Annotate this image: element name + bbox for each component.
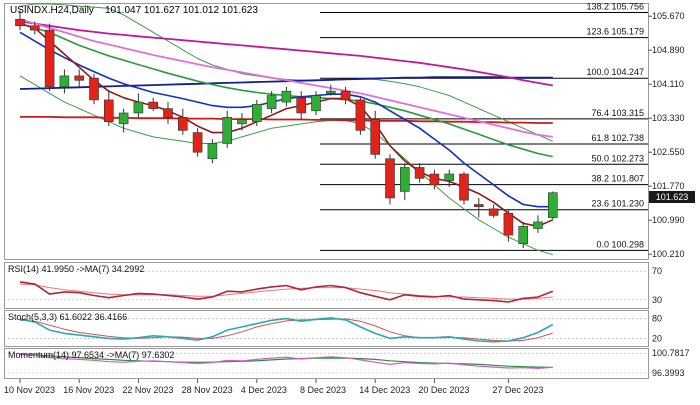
- candle-up: [207, 143, 218, 160]
- candle-down: [178, 117, 188, 131]
- price-tick-label: 103.330: [652, 113, 685, 123]
- fib-level-label: 38.2 101.807: [591, 174, 644, 184]
- price-tick-label: 104.890: [652, 45, 685, 55]
- candle-up: [266, 95, 277, 109]
- momentum-title: Momentum(14) 97.6534 ->MA(7) 97.6302: [8, 350, 174, 360]
- chart-symbol: USINDX.H24,Daily: [10, 5, 94, 16]
- fib-level-label: 0.0 100.298: [596, 239, 644, 249]
- candle-down: [192, 132, 203, 153]
- momentum-line: [19, 353, 553, 369]
- date-tick-label: 14 Dec 2023: [359, 385, 410, 395]
- stoch-d-line: [19, 318, 553, 342]
- date-tick-label: 27 Dec 2023: [492, 385, 543, 395]
- momentum-pane: [4, 348, 649, 379]
- date-tick-label: 22 Nov 2023: [122, 385, 173, 395]
- candle-down: [370, 119, 381, 155]
- fib-level-label: 100.0 104.247: [586, 67, 644, 77]
- chart-ohlc: 101.047 101.627 101.012 101.623: [105, 5, 258, 16]
- candle-up: [311, 95, 321, 112]
- date-tick-label: 4 Dec 2023: [241, 385, 287, 395]
- candle-down: [459, 173, 469, 201]
- candle-down: [296, 97, 307, 114]
- candle-up: [533, 221, 543, 229]
- candle-up: [325, 90, 336, 94]
- candle-down: [29, 25, 40, 31]
- price-tick-label: 100.210: [652, 249, 685, 259]
- candle-down: [473, 204, 484, 207]
- candle-down: [104, 99, 114, 122]
- fib-level-label: 23.6 101.230: [591, 199, 644, 209]
- momentum-level-label: 100.7817: [652, 348, 690, 358]
- current-price-badge: [649, 191, 695, 203]
- date-tick-label: 20 Dec 2023: [418, 385, 469, 395]
- rsi-ma-line: [19, 283, 553, 300]
- momentum-ma-line: [19, 353, 553, 368]
- candle-down: [414, 167, 425, 179]
- candle-up: [133, 101, 144, 114]
- fib-level-label: 138.2 105.756: [586, 1, 644, 11]
- ma-magenta-line: [19, 20, 553, 87]
- candle-down: [148, 101, 158, 109]
- candle-down: [488, 208, 499, 216]
- price-tick-label: 104.110: [652, 79, 684, 89]
- candle-up: [252, 103, 262, 122]
- rsi-level-label: 70: [652, 266, 662, 276]
- candle-up: [547, 192, 558, 218]
- stoch-level-label: 20: [652, 333, 662, 343]
- rsi-level-label: 30: [652, 295, 662, 305]
- rsi-pane: [4, 262, 649, 309]
- candle-up: [59, 75, 70, 88]
- candle-down: [340, 90, 351, 101]
- fib-level-label: 61.8 102.738: [591, 133, 644, 143]
- momentum-level-label: 96.3993: [652, 368, 685, 378]
- current-price-label: 101.623: [656, 192, 689, 202]
- candle-down: [503, 212, 514, 236]
- candle-down: [74, 75, 84, 81]
- candle-up: [399, 167, 410, 192]
- candle-down: [355, 99, 366, 131]
- ma-darkred-line: [19, 22, 554, 228]
- stoch-level-label: 80: [652, 314, 662, 324]
- candle-down: [15, 18, 25, 27]
- candle-down: [163, 108, 173, 118]
- price-tick-label: 101.770: [652, 181, 685, 191]
- price-tick-label: 100.990: [652, 215, 685, 225]
- fib-level-label: 50.0 102.273: [591, 153, 644, 163]
- candle-up: [237, 119, 247, 125]
- candle-down: [429, 173, 440, 186]
- candle-up: [444, 173, 455, 181]
- fib-level-label: 76.4 103.315: [591, 108, 644, 118]
- price-tick-label: 105.670: [652, 11, 685, 21]
- rsi-line: [19, 281, 554, 303]
- fib-level-label: 123.6 105.179: [586, 27, 644, 37]
- candle-down: [89, 77, 99, 101]
- date-tick-label: 16 Nov 2023: [63, 385, 114, 395]
- rsi-title: RSI(14) 41.9950 ->MA(7) 34.2992: [8, 264, 144, 274]
- date-tick-label: 10 Nov 2023: [4, 385, 55, 395]
- candle-up: [518, 226, 529, 245]
- date-tick-label: 28 Nov 2023: [182, 385, 233, 395]
- stoch-title: Stoch(5,3,3) 61.6022 36.4166: [8, 312, 127, 322]
- candle-up: [281, 90, 292, 103]
- stoch-pane: [4, 310, 649, 347]
- ma-pink-line: [19, 18, 553, 138]
- price-pane: [4, 3, 649, 260]
- candle-down: [385, 158, 395, 199]
- stoch-k-line: [19, 317, 554, 343]
- candle-up: [222, 117, 232, 144]
- price-tick-label: 102.550: [652, 147, 685, 157]
- candle-down: [44, 29, 55, 88]
- date-tick-label: 8 Dec 2023: [300, 385, 346, 395]
- candle-up: [118, 112, 129, 125]
